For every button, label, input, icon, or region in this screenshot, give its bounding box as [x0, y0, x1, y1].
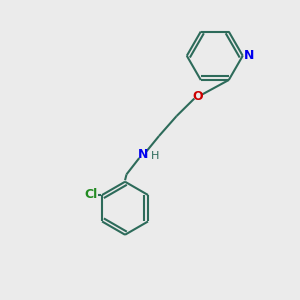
Text: N: N — [138, 148, 148, 161]
Text: N: N — [244, 49, 254, 62]
Text: H: H — [151, 151, 159, 161]
Text: Cl: Cl — [84, 188, 98, 202]
Text: O: O — [193, 90, 203, 103]
